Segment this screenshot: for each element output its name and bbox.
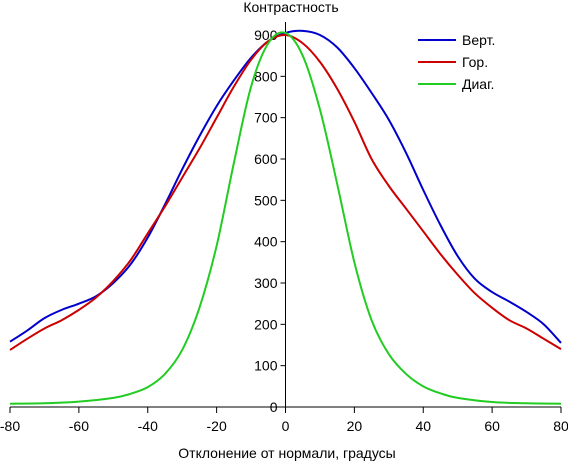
x-tick-label: -60 — [69, 418, 89, 434]
legend-label: Диаг. — [462, 76, 494, 92]
y-tick-label: 200 — [254, 316, 278, 332]
x-axis-label: Отклонение от нормали, градусы — [178, 445, 395, 461]
x-tick-label: -40 — [138, 418, 158, 434]
y-tick-label: 600 — [254, 151, 278, 167]
x-tick-label: -20 — [207, 418, 227, 434]
legend-label: Гор. — [462, 54, 488, 70]
y-tick-label: 0 — [270, 399, 278, 415]
x-tick-label: 60 — [484, 418, 500, 434]
x-tick-label: -80 — [0, 418, 20, 434]
y-tick-label: 800 — [254, 68, 278, 84]
series-lines — [9, 29, 562, 405]
y-tick-label: 400 — [254, 234, 278, 250]
series-line-diag — [9, 31, 562, 405]
x-tick-label: 80 — [553, 418, 568, 434]
x-tick-label: 20 — [347, 418, 363, 434]
x-tick-label: 0 — [282, 418, 290, 434]
x-tick-label: 40 — [415, 418, 431, 434]
y-tick-label: 700 — [254, 110, 278, 126]
series-line-gor — [9, 33, 562, 351]
axes: -80 -60 -40 -20 0 20 40 60 800100200300400500600… — [0, 22, 568, 434]
legend: Верт. Гор. Диаг. — [418, 32, 495, 92]
y-tick-label: 300 — [254, 275, 278, 291]
chart-title: Контрастность — [243, 0, 338, 15]
legend-label: Верт. — [462, 32, 495, 48]
y-tick-label: 100 — [254, 358, 278, 374]
y-tick-label: 500 — [254, 192, 278, 208]
